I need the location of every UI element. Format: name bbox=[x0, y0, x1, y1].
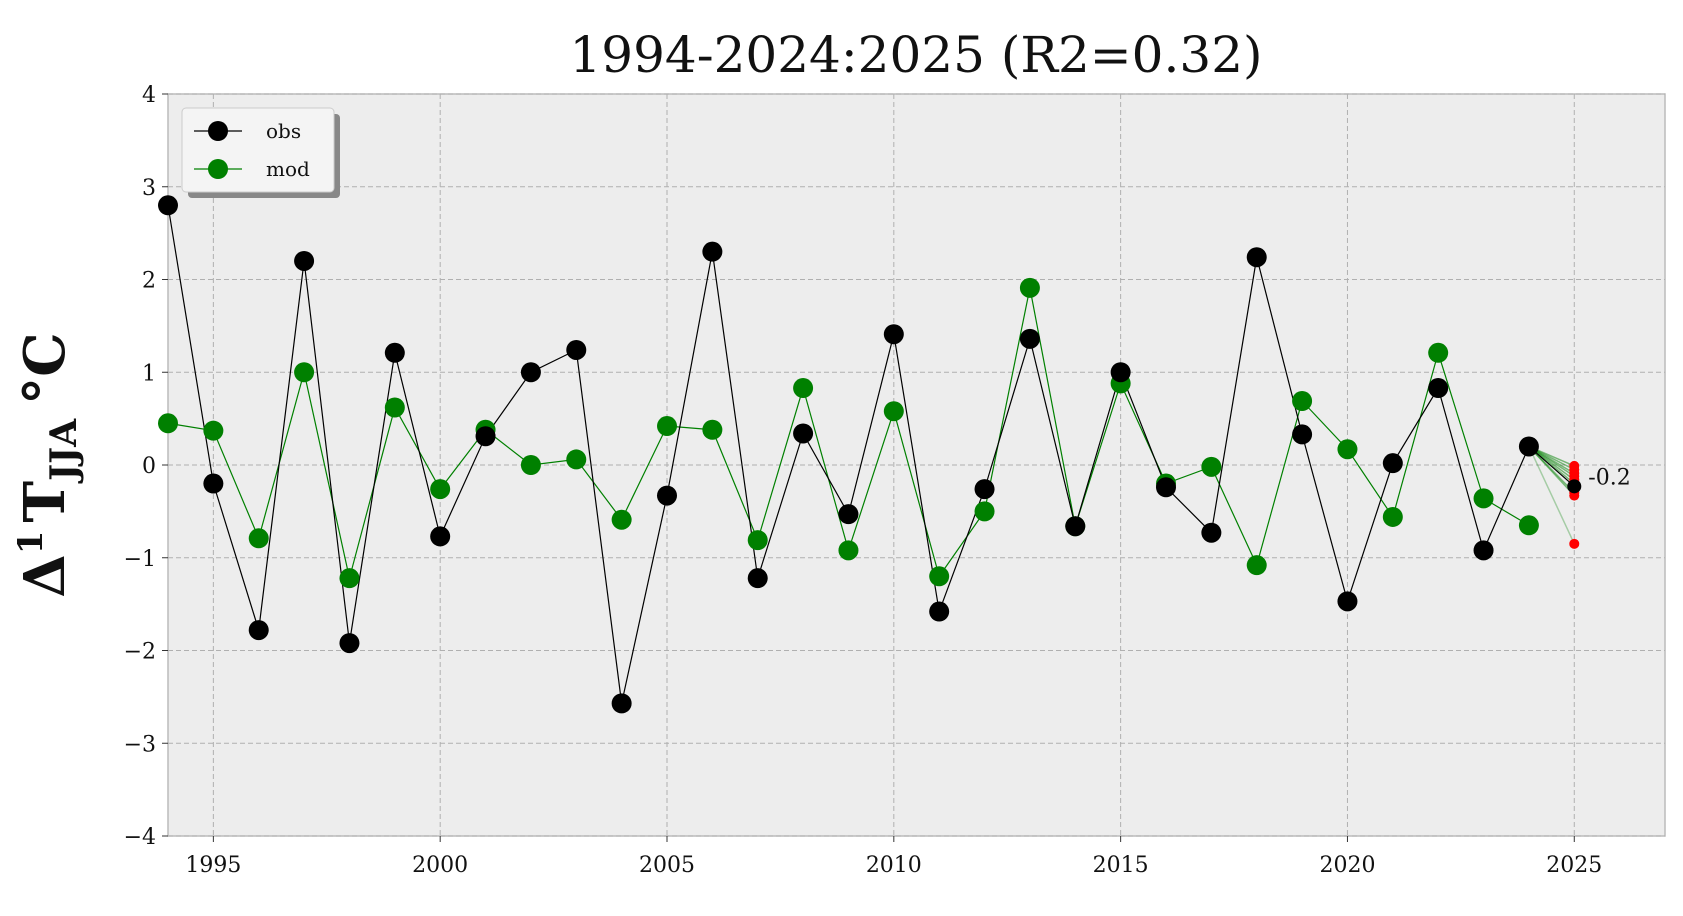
obs-point bbox=[702, 241, 723, 262]
obs-point bbox=[838, 504, 859, 525]
ylabel-sub: JJA bbox=[43, 418, 85, 484]
legend-mod-marker bbox=[208, 159, 228, 179]
obs-point bbox=[1428, 378, 1449, 399]
mod-point bbox=[1246, 555, 1267, 576]
y-tick-label: 3 bbox=[142, 176, 156, 201]
obs-point bbox=[1246, 247, 1267, 268]
ticks: 1995 2000 2005 2010 2015 2020 2025 −4 −3 −2 −1 0 1 2 3… bbox=[124, 83, 1603, 878]
mod-point bbox=[339, 568, 360, 589]
ylabel-sup: 1 bbox=[11, 531, 51, 555]
mod-point bbox=[1518, 515, 1539, 536]
forecast-line bbox=[1528, 445, 1575, 497]
x-tick-label: 1995 bbox=[185, 853, 241, 878]
obs-point bbox=[475, 426, 496, 447]
obs-point bbox=[929, 601, 950, 622]
mod-point bbox=[566, 449, 587, 470]
obs-point bbox=[566, 339, 587, 360]
forecast-line bbox=[1528, 446, 1575, 545]
y-tick-label: −3 bbox=[124, 732, 156, 757]
obs-point bbox=[1292, 424, 1313, 445]
obs-point bbox=[1110, 362, 1131, 383]
obs-forecast-line bbox=[1528, 445, 1575, 487]
x-tick-label: 2010 bbox=[866, 853, 922, 878]
obs-point bbox=[430, 526, 451, 547]
obs-point bbox=[1518, 436, 1539, 457]
obs-point bbox=[294, 250, 315, 271]
forecast-ensemble-point bbox=[1569, 538, 1580, 549]
y-tick-label: 4 bbox=[142, 83, 156, 108]
y-axis-label: Δ1 TJJA °C bbox=[11, 332, 85, 597]
mod-point bbox=[1337, 439, 1358, 460]
mod-point bbox=[929, 566, 950, 587]
obs-point bbox=[1156, 477, 1176, 498]
y-tick-label: 2 bbox=[142, 269, 156, 294]
y-tick-label: −1 bbox=[124, 547, 156, 572]
obs-point bbox=[1473, 540, 1494, 561]
obs-point bbox=[520, 362, 541, 383]
y-tick-label: 1 bbox=[142, 361, 156, 386]
legend-box bbox=[181, 107, 335, 193]
x-tick-label: 2000 bbox=[412, 853, 468, 878]
mod-point bbox=[883, 401, 904, 422]
mod-point bbox=[747, 530, 768, 551]
mod-point bbox=[520, 455, 541, 475]
legend-obs-label: obs bbox=[266, 119, 301, 143]
obs-point bbox=[657, 485, 677, 506]
obs-point bbox=[1337, 591, 1358, 612]
ylabel-delta: Δ bbox=[12, 554, 78, 597]
obs-point bbox=[1065, 516, 1086, 537]
legend: obs mod bbox=[181, 107, 340, 198]
obs-point bbox=[203, 473, 224, 494]
y-tick-label: −2 bbox=[124, 640, 156, 665]
chart-title: 1994-2024:2025 (R2=0.32) bbox=[569, 26, 1262, 84]
obs-point bbox=[747, 568, 768, 589]
mod-point bbox=[1292, 391, 1313, 412]
mod-point bbox=[1473, 488, 1494, 509]
obs-point bbox=[384, 342, 405, 363]
obs-point bbox=[793, 423, 814, 444]
y-tick-label: −4 bbox=[124, 825, 156, 850]
ylabel-unit: °C bbox=[12, 332, 78, 405]
mod-point bbox=[248, 528, 269, 549]
ylabel-t: T bbox=[12, 481, 78, 523]
mod-point bbox=[1382, 506, 1403, 527]
series-points bbox=[158, 195, 1582, 714]
mod-point bbox=[384, 397, 405, 418]
forecast-ensemble-point bbox=[1569, 490, 1580, 501]
mod-point bbox=[158, 413, 178, 434]
mod-point bbox=[1019, 277, 1040, 298]
y-tick-label: 0 bbox=[142, 454, 156, 479]
grid bbox=[168, 93, 1665, 837]
obs-point bbox=[248, 620, 269, 641]
x-tick-label: 2005 bbox=[639, 853, 695, 878]
obs-point bbox=[1201, 522, 1222, 543]
svg-text:Δ1TJJA°C: Δ1 TJJA °C bbox=[11, 332, 85, 597]
x-tick-label: 2015 bbox=[1093, 853, 1149, 878]
forecast-label: -0.2 bbox=[1588, 465, 1630, 490]
mod-point bbox=[1428, 342, 1449, 363]
mod-point bbox=[702, 419, 723, 440]
obs-point bbox=[883, 324, 904, 345]
x-tick-label: 2025 bbox=[1546, 853, 1602, 878]
mod-point bbox=[430, 479, 451, 500]
mod-point bbox=[294, 362, 315, 383]
mod-point bbox=[1201, 456, 1222, 477]
mod-point bbox=[793, 378, 814, 399]
obs-point bbox=[611, 693, 632, 714]
obs-point bbox=[158, 195, 178, 216]
obs-point bbox=[339, 633, 360, 654]
obs-point bbox=[1019, 328, 1040, 349]
mod-point bbox=[657, 416, 677, 437]
x-tick-label: 2020 bbox=[1319, 853, 1375, 878]
legend-mod-label: mod bbox=[266, 157, 310, 181]
mod-point bbox=[838, 540, 859, 561]
obs-point bbox=[974, 479, 995, 500]
mod-point bbox=[611, 509, 632, 530]
mod-point bbox=[203, 420, 224, 441]
mod-point bbox=[974, 501, 995, 522]
forecast-mean-point bbox=[1567, 479, 1582, 494]
legend-obs-marker bbox=[208, 121, 228, 141]
obs-point bbox=[1382, 453, 1403, 474]
